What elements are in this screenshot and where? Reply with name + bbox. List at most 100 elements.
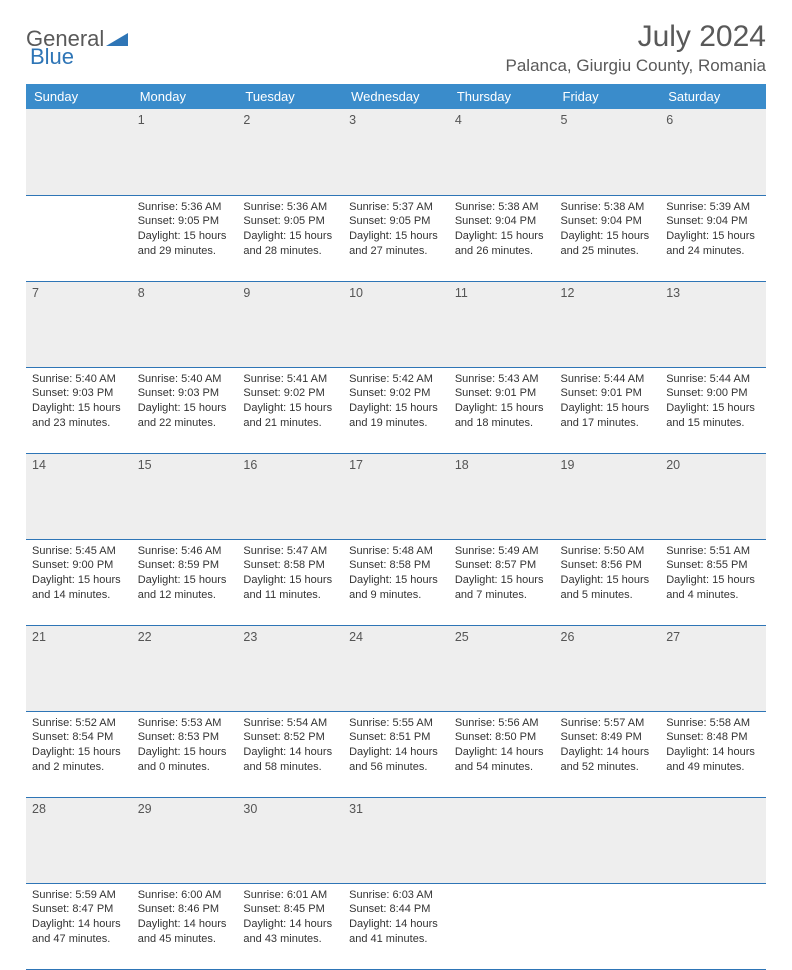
day-cell: Sunrise: 5:53 AMSunset: 8:53 PMDaylight:… xyxy=(132,711,238,797)
week-row: Sunrise: 5:36 AMSunset: 9:05 PMDaylight:… xyxy=(26,195,766,281)
daylight-line: Daylight: 15 hours and 27 minutes. xyxy=(349,229,443,259)
sunset-line: Sunset: 9:05 PM xyxy=(243,214,337,229)
sunrise-line: Sunrise: 5:46 AM xyxy=(138,544,232,559)
week-row: Sunrise: 5:52 AMSunset: 8:54 PMDaylight:… xyxy=(26,711,766,797)
day-details: Sunrise: 5:59 AMSunset: 8:47 PMDaylight:… xyxy=(32,888,126,947)
daylight-line: Daylight: 15 hours and 26 minutes. xyxy=(455,229,549,259)
day-number: 10 xyxy=(343,281,449,367)
day-number: 23 xyxy=(237,625,343,711)
sunrise-line: Sunrise: 5:52 AM xyxy=(32,716,126,731)
weekday-header: Saturday xyxy=(660,84,766,109)
day-number xyxy=(555,797,661,883)
sunrise-line: Sunrise: 5:38 AM xyxy=(455,200,549,215)
day-details: Sunrise: 5:44 AMSunset: 9:00 PMDaylight:… xyxy=(666,372,760,431)
day-details: Sunrise: 5:43 AMSunset: 9:01 PMDaylight:… xyxy=(455,372,549,431)
sunset-line: Sunset: 9:04 PM xyxy=(455,214,549,229)
sunset-line: Sunset: 8:52 PM xyxy=(243,730,337,745)
day-details: Sunrise: 5:36 AMSunset: 9:05 PMDaylight:… xyxy=(138,200,232,259)
day-details: Sunrise: 6:03 AMSunset: 8:44 PMDaylight:… xyxy=(349,888,443,947)
sunrise-line: Sunrise: 5:59 AM xyxy=(32,888,126,903)
day-number: 28 xyxy=(26,797,132,883)
sunset-line: Sunset: 8:51 PM xyxy=(349,730,443,745)
title-block: July 2024 Palanca, Giurgiu County, Roman… xyxy=(506,20,767,76)
daylight-line: Daylight: 15 hours and 23 minutes. xyxy=(32,401,126,431)
day-details: Sunrise: 5:51 AMSunset: 8:55 PMDaylight:… xyxy=(666,544,760,603)
sunrise-line: Sunrise: 5:47 AM xyxy=(243,544,337,559)
day-cell: Sunrise: 5:43 AMSunset: 9:01 PMDaylight:… xyxy=(449,367,555,453)
day-cell: Sunrise: 5:54 AMSunset: 8:52 PMDaylight:… xyxy=(237,711,343,797)
day-cell xyxy=(660,883,766,969)
day-number: 18 xyxy=(449,453,555,539)
weekday-header: Monday xyxy=(132,84,238,109)
day-number: 20 xyxy=(660,453,766,539)
sunset-line: Sunset: 8:58 PM xyxy=(243,558,337,573)
day-details: Sunrise: 5:55 AMSunset: 8:51 PMDaylight:… xyxy=(349,716,443,775)
sunrise-line: Sunrise: 5:44 AM xyxy=(666,372,760,387)
day-details: Sunrise: 5:57 AMSunset: 8:49 PMDaylight:… xyxy=(561,716,655,775)
sunset-line: Sunset: 9:01 PM xyxy=(561,386,655,401)
day-number: 31 xyxy=(343,797,449,883)
day-cell: Sunrise: 5:47 AMSunset: 8:58 PMDaylight:… xyxy=(237,539,343,625)
day-cell: Sunrise: 5:44 AMSunset: 9:01 PMDaylight:… xyxy=(555,367,661,453)
day-number: 9 xyxy=(237,281,343,367)
day-number: 15 xyxy=(132,453,238,539)
day-details: Sunrise: 5:48 AMSunset: 8:58 PMDaylight:… xyxy=(349,544,443,603)
sunset-line: Sunset: 8:59 PM xyxy=(138,558,232,573)
daynum-row: 78910111213 xyxy=(26,281,766,367)
day-cell: Sunrise: 5:41 AMSunset: 9:02 PMDaylight:… xyxy=(237,367,343,453)
day-number: 14 xyxy=(26,453,132,539)
sunrise-line: Sunrise: 6:01 AM xyxy=(243,888,337,903)
day-details: Sunrise: 5:39 AMSunset: 9:04 PMDaylight:… xyxy=(666,200,760,259)
sunset-line: Sunset: 9:03 PM xyxy=(138,386,232,401)
day-number: 12 xyxy=(555,281,661,367)
sunrise-line: Sunrise: 5:44 AM xyxy=(561,372,655,387)
sunrise-line: Sunrise: 5:54 AM xyxy=(243,716,337,731)
daylight-line: Daylight: 15 hours and 5 minutes. xyxy=(561,573,655,603)
daylight-line: Daylight: 14 hours and 52 minutes. xyxy=(561,745,655,775)
sunrise-line: Sunrise: 5:49 AM xyxy=(455,544,549,559)
day-details: Sunrise: 5:45 AMSunset: 9:00 PMDaylight:… xyxy=(32,544,126,603)
sunrise-line: Sunrise: 5:57 AM xyxy=(561,716,655,731)
weekday-header-row: SundayMondayTuesdayWednesdayThursdayFrid… xyxy=(26,84,766,109)
day-number: 3 xyxy=(343,109,449,195)
day-cell: Sunrise: 5:55 AMSunset: 8:51 PMDaylight:… xyxy=(343,711,449,797)
sunrise-line: Sunrise: 5:36 AM xyxy=(243,200,337,215)
day-number xyxy=(449,797,555,883)
daylight-line: Daylight: 15 hours and 4 minutes. xyxy=(666,573,760,603)
day-cell: Sunrise: 6:00 AMSunset: 8:46 PMDaylight:… xyxy=(132,883,238,969)
daylight-line: Daylight: 15 hours and 14 minutes. xyxy=(32,573,126,603)
day-cell: Sunrise: 5:36 AMSunset: 9:05 PMDaylight:… xyxy=(237,195,343,281)
day-number: 24 xyxy=(343,625,449,711)
day-details: Sunrise: 5:46 AMSunset: 8:59 PMDaylight:… xyxy=(138,544,232,603)
day-number: 13 xyxy=(660,281,766,367)
day-number: 16 xyxy=(237,453,343,539)
day-details: Sunrise: 5:36 AMSunset: 9:05 PMDaylight:… xyxy=(243,200,337,259)
daylight-line: Daylight: 14 hours and 56 minutes. xyxy=(349,745,443,775)
sunrise-line: Sunrise: 5:36 AM xyxy=(138,200,232,215)
daylight-line: Daylight: 15 hours and 21 minutes. xyxy=(243,401,337,431)
day-number: 19 xyxy=(555,453,661,539)
day-cell: Sunrise: 5:50 AMSunset: 8:56 PMDaylight:… xyxy=(555,539,661,625)
day-cell xyxy=(449,883,555,969)
sunrise-line: Sunrise: 5:37 AM xyxy=(349,200,443,215)
day-number: 21 xyxy=(26,625,132,711)
daylight-line: Daylight: 14 hours and 45 minutes. xyxy=(138,917,232,947)
day-cell: Sunrise: 5:40 AMSunset: 9:03 PMDaylight:… xyxy=(26,367,132,453)
daylight-line: Daylight: 15 hours and 28 minutes. xyxy=(243,229,337,259)
day-number: 26 xyxy=(555,625,661,711)
day-cell: Sunrise: 5:40 AMSunset: 9:03 PMDaylight:… xyxy=(132,367,238,453)
day-number: 7 xyxy=(26,281,132,367)
day-details: Sunrise: 5:41 AMSunset: 9:02 PMDaylight:… xyxy=(243,372,337,431)
sunset-line: Sunset: 8:46 PM xyxy=(138,902,232,917)
day-details: Sunrise: 5:53 AMSunset: 8:53 PMDaylight:… xyxy=(138,716,232,775)
sunset-line: Sunset: 8:58 PM xyxy=(349,558,443,573)
location: Palanca, Giurgiu County, Romania xyxy=(506,56,767,76)
daylight-line: Daylight: 14 hours and 58 minutes. xyxy=(243,745,337,775)
day-details: Sunrise: 6:00 AMSunset: 8:46 PMDaylight:… xyxy=(138,888,232,947)
sunset-line: Sunset: 8:55 PM xyxy=(666,558,760,573)
day-cell xyxy=(555,883,661,969)
daylight-line: Daylight: 15 hours and 24 minutes. xyxy=(666,229,760,259)
sunrise-line: Sunrise: 5:41 AM xyxy=(243,372,337,387)
sunset-line: Sunset: 9:01 PM xyxy=(455,386,549,401)
daylight-line: Daylight: 15 hours and 2 minutes. xyxy=(32,745,126,775)
